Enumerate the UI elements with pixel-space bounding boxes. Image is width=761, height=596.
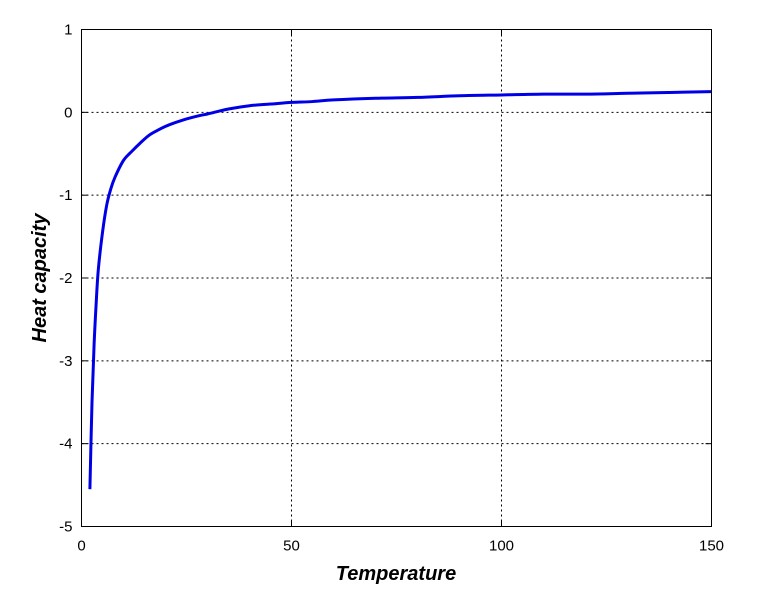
series-line xyxy=(88,90,712,490)
y-tick-label: -3 xyxy=(59,353,72,370)
x-tick-label: 0 xyxy=(77,538,85,555)
y-tick-label: -1 xyxy=(59,187,72,204)
tick-labels: 0 50 100 150 -5 -4 -3 -2 -1 0 1 xyxy=(59,22,724,555)
grid xyxy=(81,29,712,527)
x-tick-label: 50 xyxy=(283,538,300,555)
x-tick-label: 150 xyxy=(699,538,724,555)
y-tick-label: -5 xyxy=(59,519,72,536)
y-tick-label: 1 xyxy=(64,22,72,39)
y-tick-label: -4 xyxy=(59,436,72,453)
series-layer xyxy=(88,90,712,490)
ticks xyxy=(81,29,712,527)
y-tick-label: 0 xyxy=(64,104,72,121)
y-axis-title: Heat capacity xyxy=(29,213,51,343)
x-axis-title: Temperature xyxy=(336,563,456,585)
y-tick-label: -2 xyxy=(59,270,72,287)
x-tick-label: 100 xyxy=(489,538,514,555)
